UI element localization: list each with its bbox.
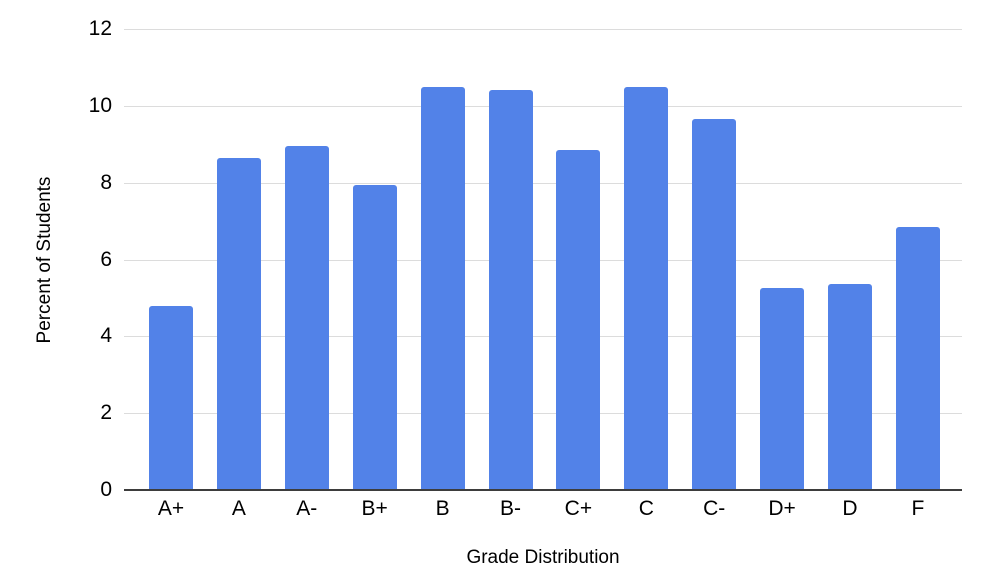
gridline-y4 xyxy=(124,336,962,338)
x-tick-label-D: D xyxy=(842,497,858,520)
x-tick-label-C-: C- xyxy=(703,497,726,520)
bar-B xyxy=(420,86,465,490)
bar-A- xyxy=(284,146,329,490)
gridline-y12 xyxy=(124,29,962,30)
bar-D xyxy=(828,284,872,490)
y-tick-label-8: 8 xyxy=(100,170,112,194)
x-tick-label-B+: B+ xyxy=(361,497,388,520)
x-tick-label-A+: A+ xyxy=(157,497,185,520)
bar-C xyxy=(624,86,669,490)
plot-area xyxy=(124,29,962,491)
y-tick-label-0: 0 xyxy=(100,478,112,501)
bar-B+ xyxy=(352,184,397,490)
x-axis-title: Grade Distribution xyxy=(466,547,620,568)
x-tick-label-C+: C+ xyxy=(564,497,593,520)
gridline-y2 xyxy=(124,413,962,415)
x-tick-label-C: C xyxy=(638,497,654,520)
bar-C- xyxy=(692,119,737,490)
y-tick-label-6: 6 xyxy=(100,247,112,271)
gridline-y6 xyxy=(124,259,962,261)
bar-B- xyxy=(488,90,533,490)
x-axis-line xyxy=(124,489,962,491)
x-tick-label-B: B xyxy=(435,497,450,520)
bar-C+ xyxy=(556,150,601,490)
y-tick-label-10: 10 xyxy=(88,93,112,117)
x-tick-label-A: A xyxy=(231,497,246,520)
x-tick-label-B-: B- xyxy=(500,497,521,520)
gridline-y8 xyxy=(124,182,962,184)
x-tick-label-F: F xyxy=(911,497,925,520)
y-tick-label-2: 2 xyxy=(100,401,112,425)
gridline-y10 xyxy=(124,105,962,107)
bar-A xyxy=(216,157,261,490)
x-tick-label-A-: A- xyxy=(296,497,318,520)
x-tick-label-D+: D+ xyxy=(768,497,796,520)
bar-F xyxy=(895,226,940,490)
y-tick-label-12: 12 xyxy=(88,17,112,40)
y-tick-label-4: 4 xyxy=(100,324,112,348)
bar-A+ xyxy=(149,305,193,490)
bar-D+ xyxy=(760,288,805,490)
